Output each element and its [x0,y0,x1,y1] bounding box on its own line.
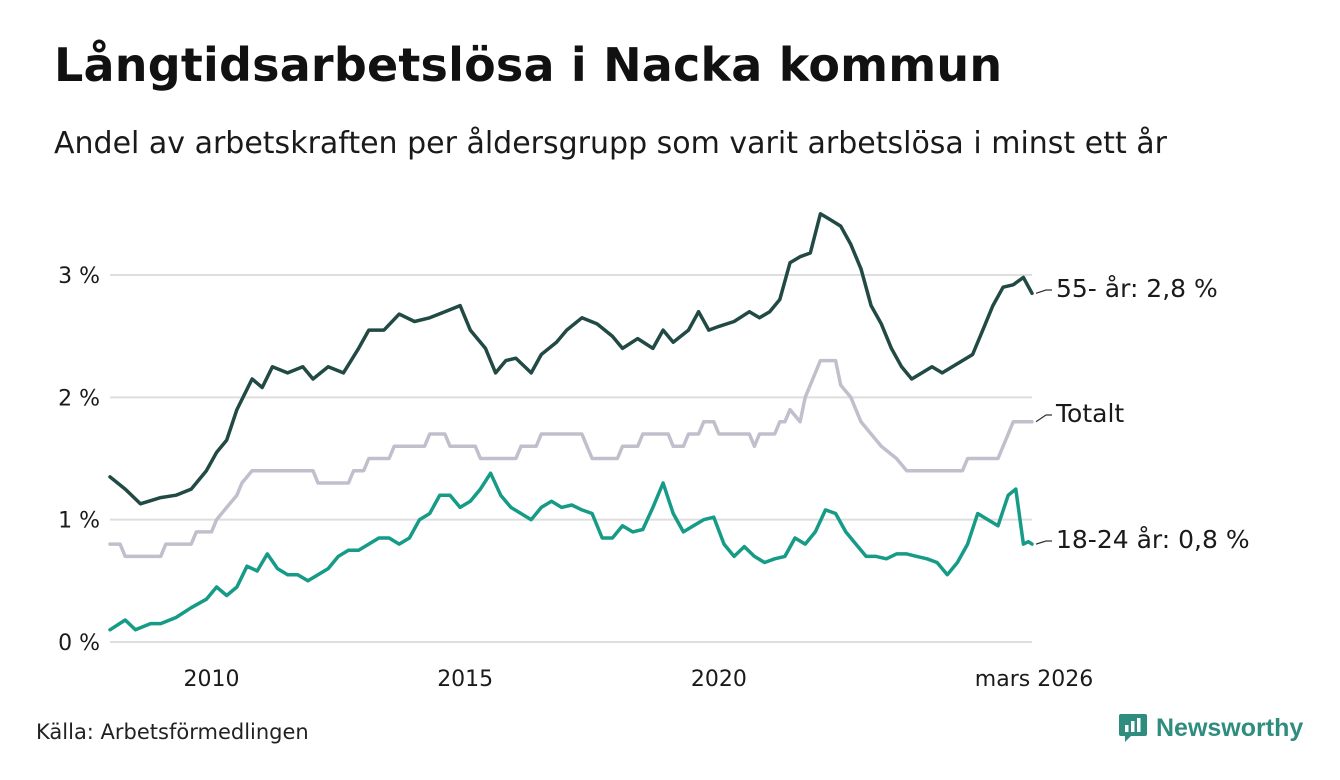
chart-title: Långtidsarbetslösa i Nacka kommun [54,38,1003,92]
end-label-connector-2 [1035,540,1052,545]
newsworthy-logo[interactable]: Newsworthy [1118,712,1303,744]
y-tick-label: 3 % [58,264,100,289]
x-tick-label: 2020 [691,667,747,692]
y-axis-ticks: 0 % 1 % 2 % 3 % [58,264,100,656]
y-tick-label: 0 % [58,631,100,656]
gridlines [110,274,1032,643]
newsworthy-logo-text: Newsworthy [1156,713,1304,742]
chart-subtitle: Andel av arbetskraften per åldersgrupp s… [54,126,1167,161]
series-line-1 [108,358,1034,559]
series-lines [108,212,1034,632]
end-labels: 55- år: 2,8 % Totalt 18-24 år: 0,8 % [1035,274,1250,554]
end-label-2: 18-24 år: 0,8 % [1056,525,1250,554]
y-tick-label: 2 % [58,386,100,411]
end-label-0: 55- år: 2,8 % [1056,274,1218,303]
x-tick-label: 2010 [183,667,239,692]
end-label-connector-1 [1035,414,1052,423]
x-tick-label: mars 2026 [975,667,1093,692]
end-label-connector-0 [1035,289,1052,294]
x-axis-ticks: 2010 2015 2020 mars 2026 [183,667,1093,692]
newsworthy-logo-icon [1119,714,1147,742]
series-line-0 [108,212,1034,506]
x-tick-label: 2015 [437,667,493,692]
end-label-1: Totalt [1055,399,1124,428]
y-tick-label: 1 % [58,509,100,534]
source-note: Källa: Arbetsförmedlingen [36,720,309,744]
series-line-2 [108,471,1034,632]
